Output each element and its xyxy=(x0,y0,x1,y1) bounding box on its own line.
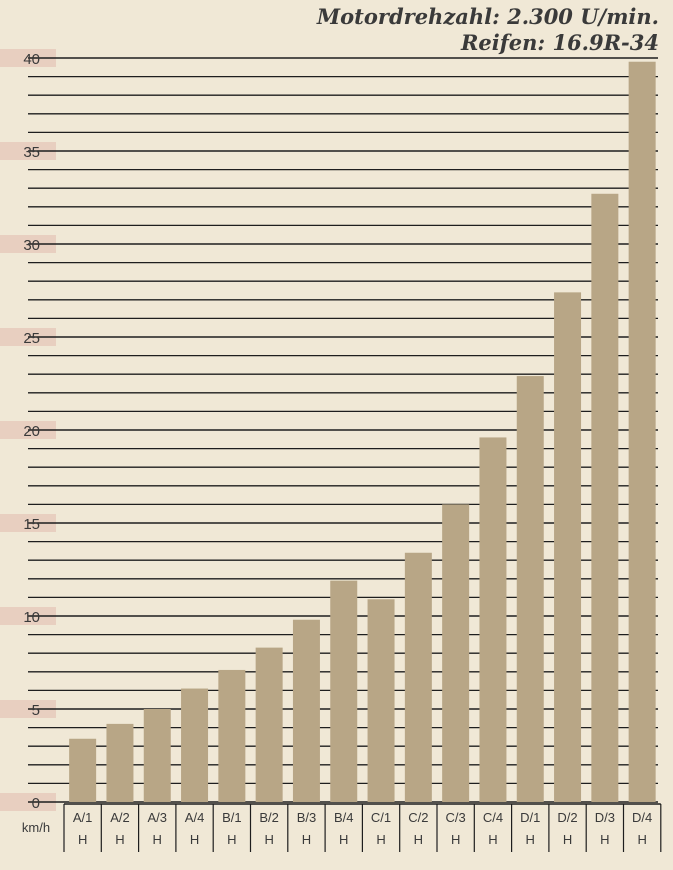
x-tick-label: C/2 xyxy=(408,810,428,825)
x-tick-sublabel: H xyxy=(451,832,460,847)
bar-a-1 xyxy=(69,738,97,802)
x-tick-sublabel: H xyxy=(78,832,87,847)
bars xyxy=(69,61,656,803)
bar-a-4 xyxy=(181,688,209,802)
x-tick-label: A/1 xyxy=(73,810,93,825)
bar-c-3 xyxy=(442,504,470,802)
bar-b-4 xyxy=(330,580,358,802)
y-tick-label: 5 xyxy=(32,702,40,719)
x-tick-sublabel: H xyxy=(488,832,497,847)
x-tick-sublabel: H xyxy=(376,832,385,847)
x-tick-sublabel: H xyxy=(600,832,609,847)
x-tick-label: D/3 xyxy=(595,810,615,825)
bar-d-1 xyxy=(516,376,544,802)
bar-c-2 xyxy=(404,552,432,802)
x-axis: km/h A/1 H A/2 H A/3 H A/4 H B/1 H B/2 H B/3 H B/4 H C/1 H… xyxy=(22,803,662,854)
x-tick-label: A/4 xyxy=(185,810,205,825)
x-tick-sublabel: H xyxy=(153,832,162,847)
x-tick-label: D/1 xyxy=(520,810,540,825)
x-tick-sublabel: H xyxy=(339,832,348,847)
y-tick-label: 40 xyxy=(23,51,40,68)
y-tick-label: 20 xyxy=(23,423,40,440)
y-tick-label: 25 xyxy=(23,330,40,347)
x-tick-sublabel: H xyxy=(264,832,273,847)
bar-c-4 xyxy=(479,437,507,802)
x-tick-label: B/4 xyxy=(334,810,354,825)
x-tick-label: C/3 xyxy=(446,810,466,825)
y-tick-labels: 0 5 10 15 20 25 30 35 40 xyxy=(23,51,40,812)
x-tick-label: B/1 xyxy=(222,810,242,825)
engine-speed-label: Motordrehzahl: 2.300 U/min. xyxy=(316,4,659,29)
bar-b-1 xyxy=(218,669,246,802)
bar-c-1 xyxy=(367,599,395,802)
x-tick-label: C/4 xyxy=(483,810,503,825)
y-tick-label: 30 xyxy=(23,237,40,254)
x-tick-label: A/2 xyxy=(110,810,130,825)
x-tick-label: B/3 xyxy=(297,810,317,825)
x-tick-sublabel: H xyxy=(414,832,423,847)
bar-d-3 xyxy=(591,193,619,802)
x-tick-sublabel: H xyxy=(526,832,535,847)
x-tick-sublabel: H xyxy=(190,832,199,847)
bar-b-3 xyxy=(292,619,320,802)
y-tick-label: 10 xyxy=(23,609,40,626)
y-tick-label: 35 xyxy=(23,144,40,161)
bar-d-4 xyxy=(628,61,656,803)
y-tick-label: 0 xyxy=(32,795,40,812)
x-tick-label: D/4 xyxy=(632,810,652,825)
x-tick-label: D/2 xyxy=(557,810,577,825)
bar-a-2 xyxy=(106,723,134,802)
tire-size-label: Reifen: 16.9R-34 xyxy=(460,30,659,55)
x-tick-sublabel: H xyxy=(637,832,646,847)
x-tick-sublabel: H xyxy=(563,832,572,847)
x-tick-label: A/3 xyxy=(147,810,167,825)
x-tick-label: B/2 xyxy=(259,810,279,825)
x-tick-sublabel: H xyxy=(115,832,124,847)
x-tick-sublabel: H xyxy=(227,832,236,847)
unit-label: km/h xyxy=(22,820,50,835)
x-tick-sublabel: H xyxy=(302,832,311,847)
bar-d-2 xyxy=(554,292,582,802)
y-tick-label: 15 xyxy=(23,516,40,533)
bar-b-2 xyxy=(255,647,283,802)
bar-a-3 xyxy=(143,709,171,802)
x-tick-label: C/1 xyxy=(371,810,391,825)
